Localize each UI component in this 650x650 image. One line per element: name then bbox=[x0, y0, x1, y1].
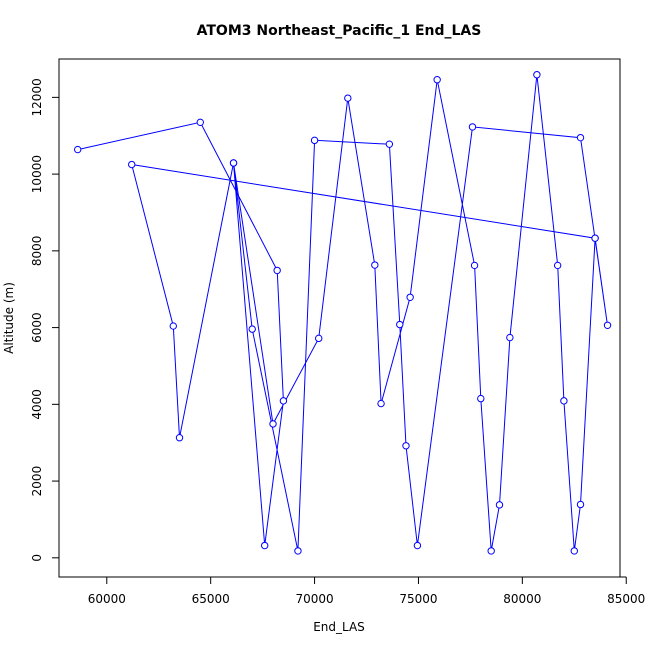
data-point bbox=[396, 320, 404, 329]
data-point bbox=[315, 334, 323, 343]
series-layer bbox=[74, 71, 612, 555]
data-point bbox=[261, 541, 269, 550]
data-point bbox=[344, 94, 352, 102]
y-axis: 0 2000 4000 6000 8000 10000 12000 bbox=[30, 78, 60, 562]
y-tick-label: 12000 bbox=[30, 78, 44, 116]
data-point bbox=[470, 261, 479, 270]
data-point bbox=[560, 397, 568, 405]
x-tick-label: 65000 bbox=[192, 592, 230, 606]
data-point bbox=[294, 547, 302, 555]
y-tick-label: 4000 bbox=[30, 389, 44, 420]
data-point bbox=[128, 160, 136, 169]
data-point bbox=[487, 547, 495, 555]
data-point bbox=[576, 133, 585, 142]
x-tick-label: 85000 bbox=[607, 592, 645, 606]
x-axis-label: End_LAS bbox=[313, 620, 365, 634]
y-tick-label: 8000 bbox=[30, 236, 44, 267]
data-point bbox=[570, 547, 578, 555]
data-point bbox=[385, 140, 394, 148]
data-point bbox=[576, 500, 585, 509]
data-point bbox=[248, 325, 256, 333]
data-point bbox=[169, 322, 177, 330]
y-tick-label: 6000 bbox=[30, 312, 44, 343]
data-point bbox=[533, 71, 541, 79]
data-point bbox=[74, 145, 82, 154]
data-point bbox=[413, 541, 422, 550]
data-point bbox=[406, 293, 414, 301]
data-point bbox=[273, 266, 281, 275]
data-point bbox=[603, 321, 612, 329]
x-axis: 60000 65000 70000 75000 80000 85000 bbox=[88, 576, 645, 606]
data-point bbox=[279, 397, 288, 405]
data-point bbox=[495, 501, 504, 509]
data-point bbox=[506, 333, 514, 342]
data-point bbox=[591, 234, 599, 242]
data-point bbox=[175, 434, 184, 442]
y-axis-label: Altitude (m) bbox=[2, 282, 16, 354]
x-tick-label: 70000 bbox=[295, 592, 333, 606]
data-point bbox=[468, 123, 477, 131]
y-tick-label: 0 bbox=[30, 554, 44, 562]
y-tick-label: 2000 bbox=[30, 466, 44, 497]
data-point bbox=[433, 76, 441, 84]
data-point bbox=[377, 399, 385, 408]
x-tick-label: 60000 bbox=[88, 592, 126, 606]
y-tick-label: 10000 bbox=[30, 155, 44, 193]
data-point bbox=[477, 394, 485, 403]
data-point bbox=[371, 261, 379, 269]
data-point bbox=[402, 442, 410, 450]
x-tick-label: 75000 bbox=[399, 592, 437, 606]
chart-title: ATOM3 Northeast_Pacific_1 End_LAS bbox=[197, 23, 482, 39]
data-point bbox=[196, 118, 204, 127]
data-point bbox=[553, 261, 562, 270]
x-tick-label: 80000 bbox=[503, 592, 541, 606]
plot-area-frame bbox=[58, 58, 621, 578]
data-point bbox=[229, 159, 238, 167]
series-line bbox=[77, 74, 608, 552]
data-point bbox=[269, 420, 277, 428]
data-point bbox=[310, 136, 319, 145]
